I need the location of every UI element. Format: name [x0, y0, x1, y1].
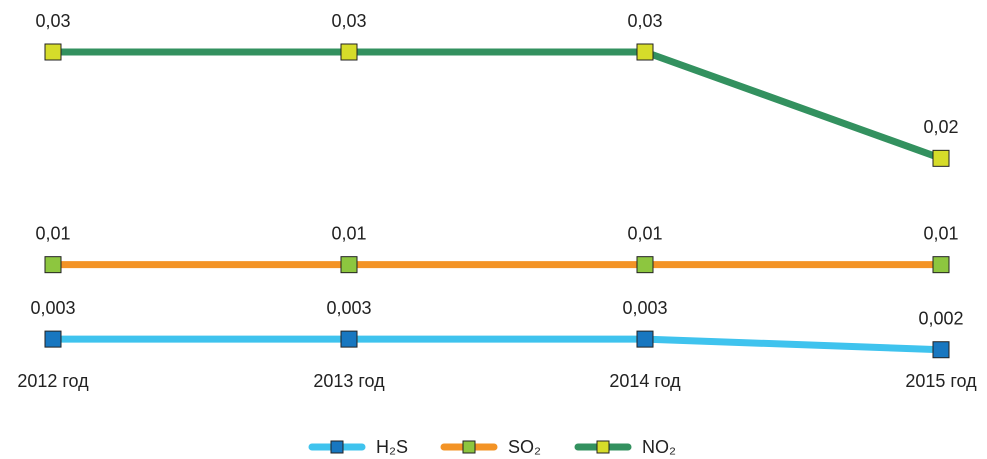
data-label: 0,003	[622, 298, 667, 318]
data-label: 0,03	[627, 11, 662, 31]
legend-label: NO₂	[642, 437, 676, 457]
marker	[636, 330, 654, 348]
marker	[44, 256, 62, 274]
marker	[340, 43, 358, 61]
x-tick-label: 2013 год	[313, 371, 385, 391]
series-line	[53, 335, 942, 354]
data-label: 0,01	[331, 223, 366, 243]
data-label: 0,003	[326, 298, 371, 318]
data-label: 0,01	[627, 223, 662, 243]
x-tick-label: 2014 год	[609, 371, 681, 391]
data-label: 0,01	[923, 223, 958, 243]
legend-marker	[330, 440, 344, 454]
legend-marker	[596, 440, 610, 454]
x-tick-label: 2012 год	[17, 371, 89, 391]
legend-label: SO₂	[508, 437, 541, 457]
legend-label: H₂S	[376, 437, 408, 457]
marker	[932, 256, 950, 274]
data-label: 0,003	[30, 298, 75, 318]
data-label: 0,03	[35, 11, 70, 31]
data-label: 0,02	[923, 117, 958, 137]
marker	[636, 256, 654, 274]
data-label: 0,002	[918, 308, 963, 328]
marker	[636, 43, 654, 61]
marker	[340, 256, 358, 274]
marker	[44, 330, 62, 348]
marker	[932, 341, 950, 359]
marker	[44, 43, 62, 61]
x-tick-label: 2015 год	[905, 371, 977, 391]
marker	[340, 330, 358, 348]
data-label: 0,03	[331, 11, 366, 31]
series-line	[53, 48, 943, 162]
marker	[932, 149, 950, 167]
legend-marker	[462, 440, 476, 454]
data-label: 0,01	[35, 223, 70, 243]
